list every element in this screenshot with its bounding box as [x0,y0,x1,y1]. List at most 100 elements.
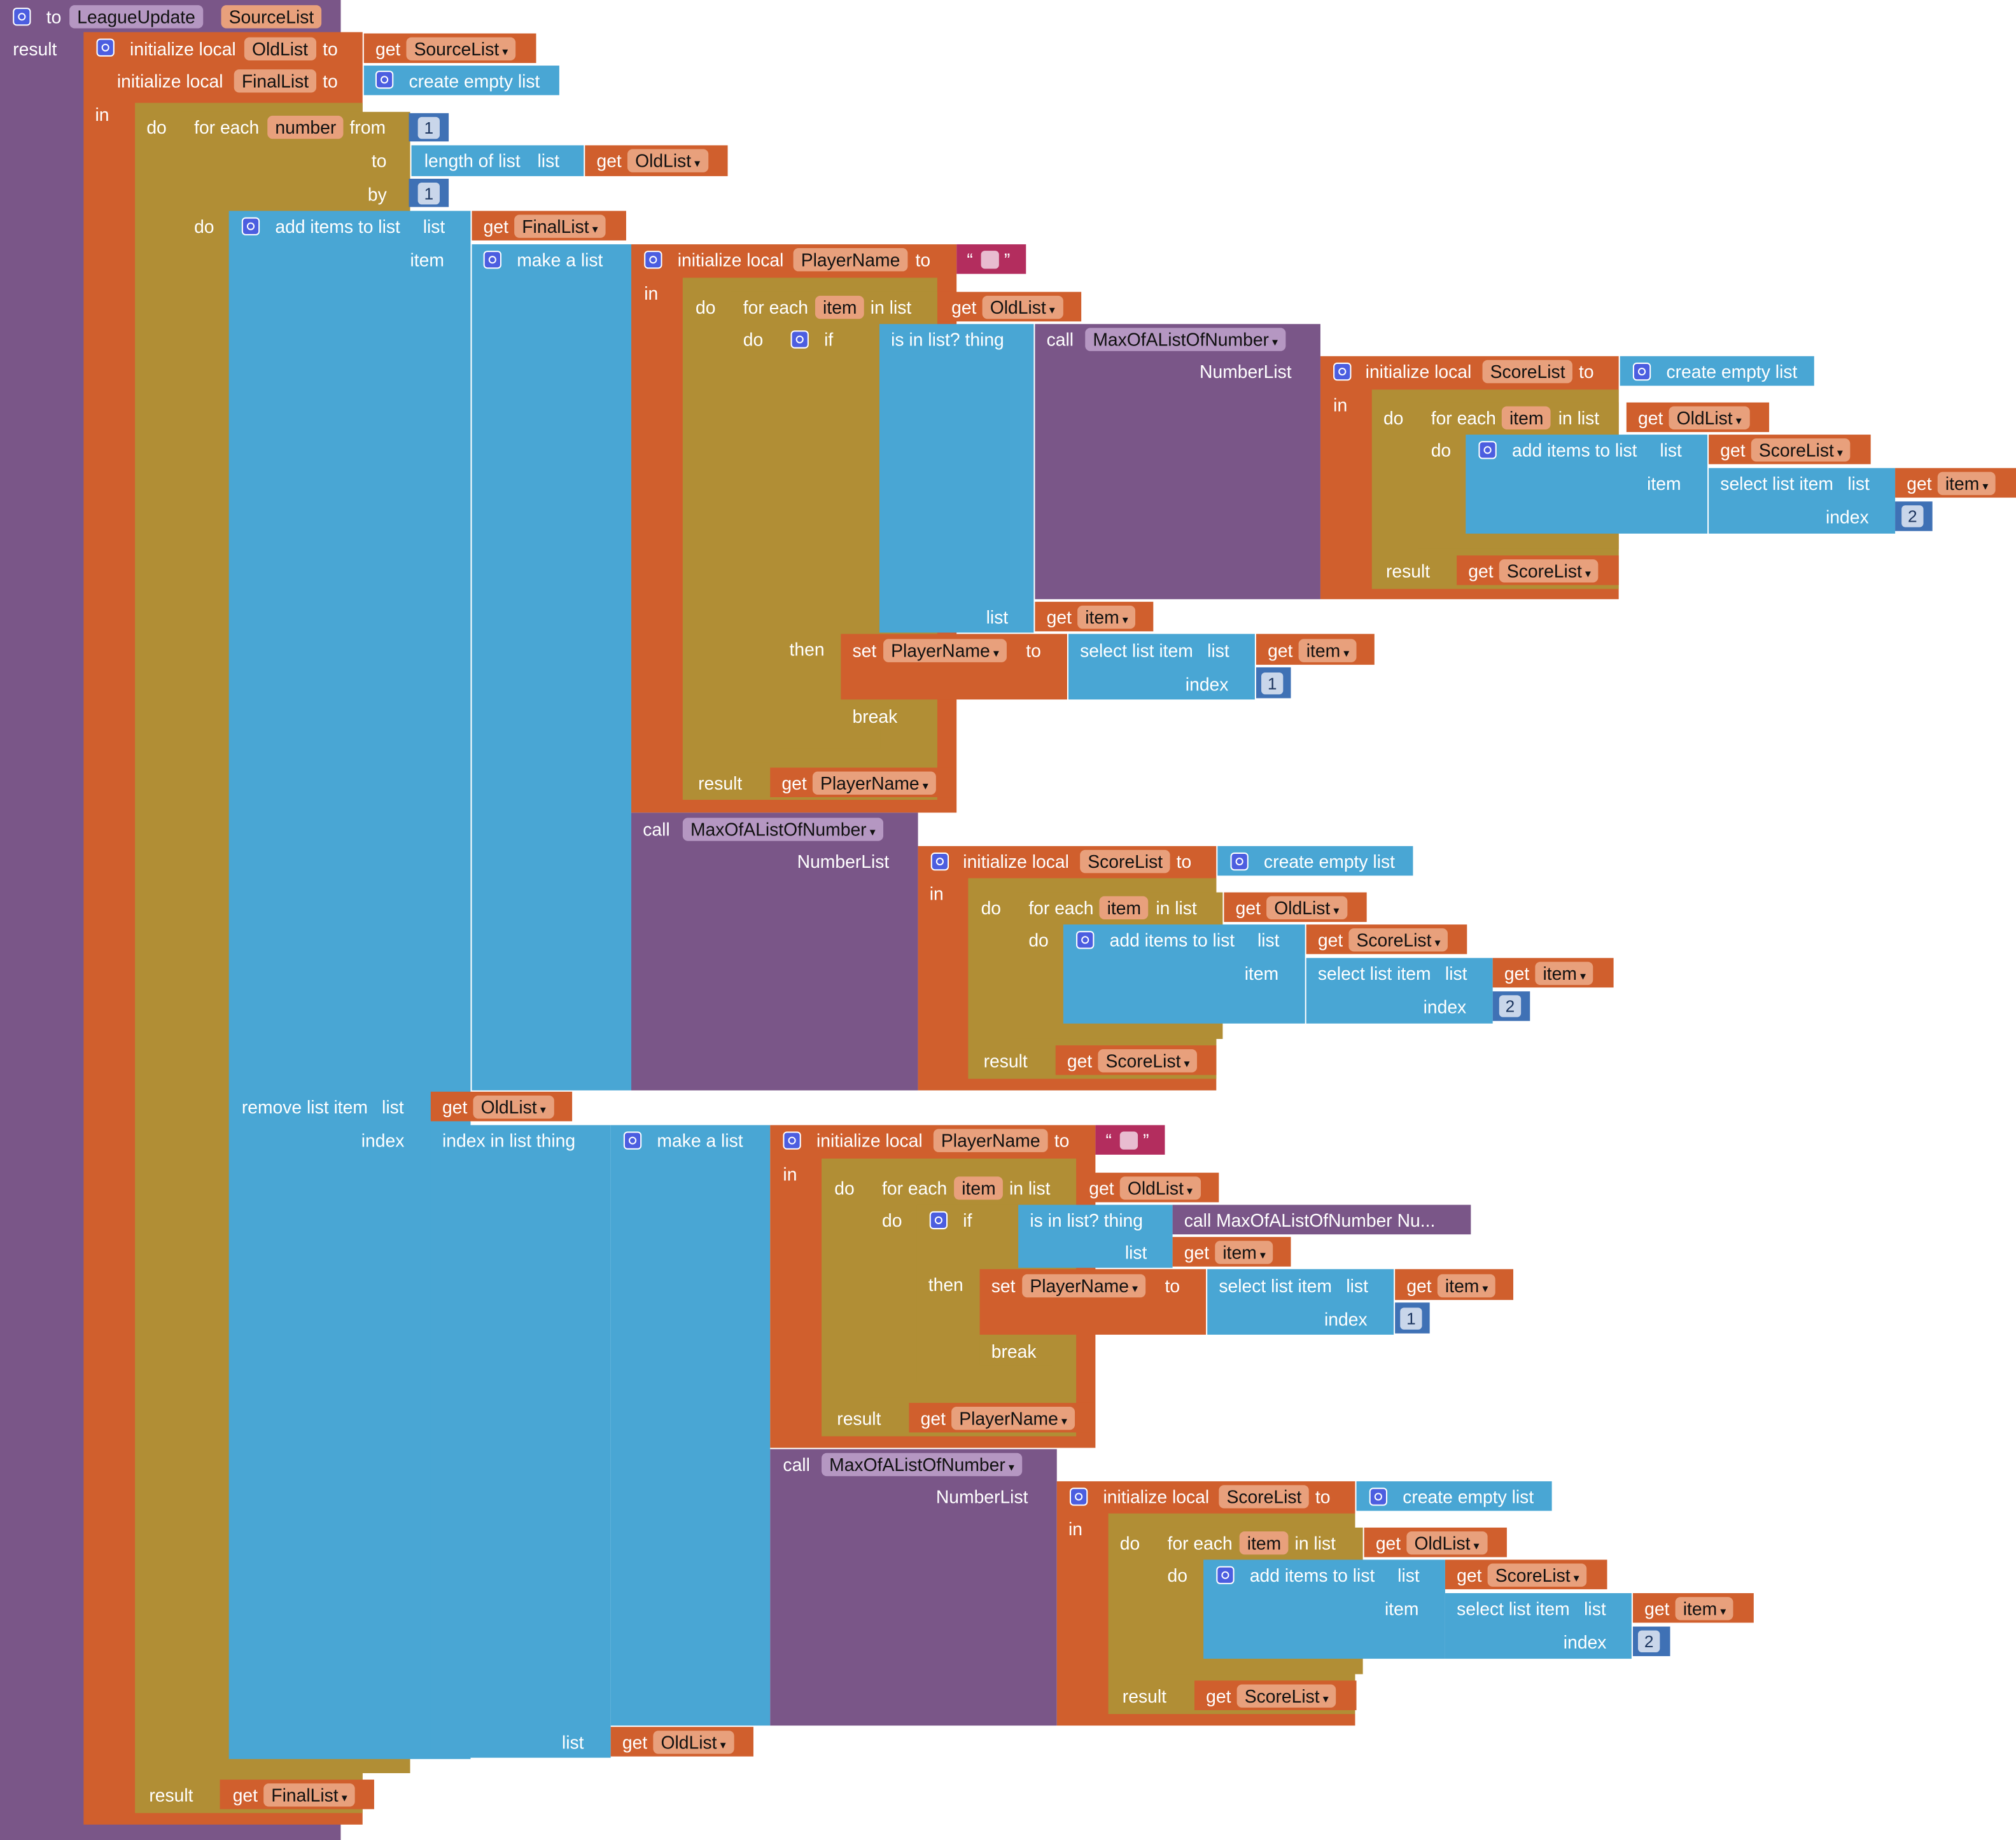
gear-icon[interactable] [1632,362,1651,381]
variable-name-dropdown[interactable]: ScoreList [1482,359,1573,384]
variable-name-dropdown[interactable]: OldList [1266,896,1347,920]
code-block[interactable] [1068,634,1255,700]
variable-name-dropdown[interactable]: item [954,1176,1004,1200]
variable-name-dropdown[interactable]: PlayerName [883,639,1007,662]
variable-name-dropdown[interactable]: FinalList [514,214,606,238]
gear-icon[interactable] [241,217,260,235]
var-name-field[interactable]: OldList [244,37,316,60]
code-block[interactable] [1306,958,1493,1024]
variable-name-dropdown[interactable]: item [1437,1274,1496,1298]
variable-name-dropdown[interactable]: ScoreList [1080,849,1171,874]
variable-name-dropdown[interactable]: ScoreList [1751,438,1851,462]
gear-icon[interactable] [483,251,501,269]
variable-name-dropdown[interactable]: item [1937,471,1996,496]
variable-name-dropdown[interactable]: ScoreList [1499,559,1599,583]
gear-icon[interactable] [1069,1488,1088,1506]
gear-icon[interactable] [930,852,949,871]
variable-name-dropdown[interactable]: PlayerName [793,248,908,272]
variable-name-dropdown[interactable]: item [1077,605,1136,629]
gear-icon[interactable] [1369,1488,1388,1506]
variable-name-dropdown[interactable]: item [1501,406,1551,430]
procedure-name-dropdown[interactable]: MaxOfAListOfNumber [1085,328,1286,351]
gear-icon[interactable] [13,8,31,26]
make-a-list-block[interactable] [472,244,632,1091]
gear-icon[interactable] [1333,362,1352,381]
code-block[interactable] [1709,468,1896,534]
is-in-list-block[interactable] [1018,1204,1173,1268]
call-max-block[interactable] [1035,324,1320,599]
break-block[interactable] [979,1335,1052,1366]
variable-name-dropdown[interactable]: OldList [473,1095,554,1119]
variable-name-dropdown[interactable]: OldList [1119,1176,1201,1200]
variable-name-dropdown[interactable]: SourceList [406,37,516,60]
code-block[interactable] [1445,1593,1632,1659]
length-of-list-block[interactable] [411,145,584,176]
variable-name-dropdown[interactable]: item [1298,639,1357,662]
gear-icon[interactable] [929,1211,948,1230]
call-max-block[interactable] [631,812,918,1091]
gear-icon[interactable] [1076,931,1095,949]
index-in-list-block[interactable] [430,1125,611,1758]
variable-name-dropdown[interactable]: OldList [653,1731,734,1754]
collapsed-call-block[interactable] [1172,1204,1471,1235]
gear-icon[interactable] [623,1131,642,1150]
procedure-name-dropdown[interactable]: MaxOfAListOfNumber [682,818,883,841]
variable-name-dropdown[interactable]: item [1675,1597,1734,1620]
number-field[interactable]: 1 [1261,672,1284,695]
procedure-name-dropdown[interactable]: MaxOfAListOfNumber [822,1453,1023,1477]
number-field[interactable]: 2 [1499,995,1522,1017]
empty-text-field[interactable] [1119,1131,1138,1150]
gear-icon[interactable] [96,38,115,57]
variable-name-dropdown[interactable]: PlayerName [812,771,936,795]
variable-name-dropdown[interactable]: FinalList [234,69,317,93]
make-a-list-block[interactable] [610,1125,771,1726]
code-block[interactable] [1466,435,1708,534]
variable-name-dropdown[interactable]: item [815,295,865,319]
code-block[interactable] [1207,1269,1394,1335]
procedure-name-field[interactable]: LeagueUpdate [69,5,203,29]
code-block[interactable] [1217,846,1413,876]
gear-icon[interactable] [375,71,394,89]
number-field[interactable]: 2 [1901,505,1924,527]
number-field[interactable]: 2 [1637,1630,1660,1652]
is-in-list-block[interactable] [879,324,1034,633]
variable-name-dropdown[interactable]: PlayerName [933,1129,1048,1152]
variable-name-dropdown[interactable]: ScoreList [1098,1049,1198,1073]
gear-icon[interactable] [644,251,662,269]
gear-icon[interactable] [1478,441,1497,459]
gear-icon[interactable] [1216,1566,1235,1584]
variable-name-dropdown[interactable]: item [1215,1241,1274,1264]
variable-name-dropdown[interactable]: FinalList [263,1783,355,1807]
variable-name-dropdown[interactable]: item [1239,1531,1289,1555]
code-block[interactable] [1203,1559,1445,1659]
create-empty-list-block[interactable] [363,66,559,95]
variable-name-dropdown[interactable]: number [267,115,344,139]
variable-name-dropdown[interactable]: OldList [1669,406,1749,430]
variable-name-dropdown[interactable]: item [1099,896,1149,920]
number-field[interactable]: 1 [417,116,440,139]
code-block[interactable] [1620,356,1814,386]
variable-name-dropdown[interactable]: ScoreList [1219,1485,1310,1509]
add-items-to-list-block[interactable] [228,211,471,1759]
gear-icon[interactable] [790,330,809,349]
variable-name-dropdown[interactable]: PlayerName [1022,1274,1146,1298]
code-block[interactable] [1356,1481,1552,1511]
variable-name-dropdown[interactable]: OldList [1406,1531,1487,1555]
variable-name-dropdown[interactable]: ScoreList [1348,928,1448,952]
call-max-block[interactable] [770,1449,1057,1726]
variable-name-dropdown[interactable]: item [1535,961,1594,986]
gear-icon[interactable] [1230,852,1249,871]
empty-text-field[interactable] [981,251,999,269]
break-block[interactable] [841,700,913,730]
variable-name-dropdown[interactable]: ScoreList [1236,1684,1336,1708]
gear-icon[interactable] [783,1131,801,1150]
variable-name-dropdown[interactable]: OldList [982,295,1063,319]
procedure-param[interactable]: SourceList [221,5,322,29]
variable-name-dropdown[interactable]: PlayerName [951,1406,1075,1430]
variable-name-dropdown[interactable]: ScoreList [1487,1563,1587,1587]
variable-name-dropdown[interactable]: OldList [627,149,708,172]
number-field[interactable]: 1 [1400,1307,1422,1330]
code-block[interactable] [1063,924,1305,1024]
number-field[interactable]: 1 [417,182,440,205]
